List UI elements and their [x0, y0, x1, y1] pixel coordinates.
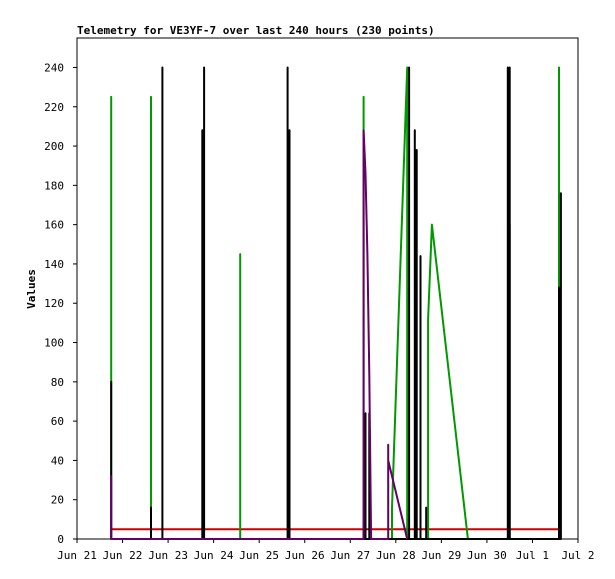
y-tick-label: 140: [44, 258, 64, 271]
y-tick-label: 180: [44, 179, 64, 192]
y-tick-label: 0: [57, 533, 64, 546]
x-tick-label: Jun 21: [57, 549, 97, 562]
x-tick-label: Jun 22: [103, 549, 143, 562]
y-tick-label: 240: [44, 61, 64, 74]
x-tick-label: Jul 1: [516, 549, 549, 562]
y-tick-label: 200: [44, 140, 64, 153]
y-tick-label: 60: [51, 415, 64, 428]
y-axis-label: Values: [25, 269, 38, 309]
y-tick-label: 160: [44, 219, 64, 232]
x-tick-label: Jun 28: [376, 549, 416, 562]
y-tick-label: 120: [44, 297, 64, 310]
plot-area: [76, 37, 579, 540]
x-tick-label: Jun 25: [239, 549, 279, 562]
x-tick-label: Jun 26: [285, 549, 325, 562]
x-tick-label: Jun 27: [330, 549, 370, 562]
x-tick-label: Jun 30: [467, 549, 507, 562]
x-tick-label: Jun 23: [148, 549, 188, 562]
y-tick-label: 20: [51, 494, 64, 507]
chart-title: Telemetry for VE3YF-7 over last 240 hour…: [77, 24, 435, 37]
y-tick-label: 220: [44, 101, 64, 114]
series-layer: [110, 66, 562, 540]
series-line-3: [110, 129, 409, 540]
y-tick-label: 80: [51, 376, 64, 389]
x-axis: Jun 21 Jun 22 Jun 23 Jun 24 Jun 25 Jun 26 Jun …: [57, 539, 595, 562]
y-tick-label: 40: [51, 454, 64, 467]
x-tick-label: Jul 2: [561, 549, 594, 562]
x-tick-label: Jun 24: [194, 549, 234, 562]
y-axis: 0 20 40 60 80 100 120 140 160 180 200 220 240: [44, 61, 77, 546]
y-tick-label: 100: [44, 337, 64, 350]
x-tick-label: Jun 29: [421, 549, 461, 562]
